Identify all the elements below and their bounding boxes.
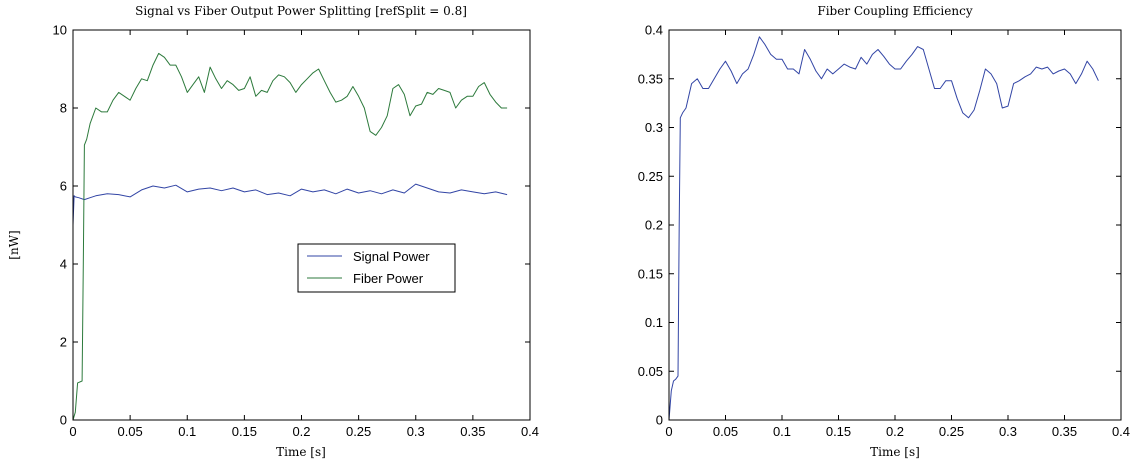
legend-box [297, 243, 456, 293]
x-tick-label: 0.1 [773, 424, 791, 439]
legend: Signal Power Fiber Power [297, 243, 456, 293]
x-tick-label: 0.05 [713, 424, 738, 439]
x-tick-label: 0.15 [826, 424, 851, 439]
series-line-1 [72, 52, 508, 421]
y-tick-label: 0.3 [645, 120, 663, 135]
y-tick-label: 2 [60, 335, 67, 350]
y-tick-label: 0.1 [645, 315, 663, 330]
y-tick-label: 0.05 [638, 364, 663, 379]
x-tick-label: 0.35 [460, 424, 485, 439]
x-tick-label: 0.3 [999, 424, 1017, 439]
plot-area: 0 0.05 0.1 0.15 0.2 0.25 0.3 0.35 0.4 0 0.05 0.1 0.1… [638, 23, 1130, 440]
legend-label-fiber: Fiber Power [353, 271, 424, 286]
y-tick-label: 0.35 [638, 71, 663, 86]
x-tick-label: 0.35 [1052, 424, 1077, 439]
x-tick-label: 0.15 [232, 424, 257, 439]
chart-title: Fiber Coupling Efficiency [817, 4, 972, 18]
legend-label-signal: Signal Power [353, 249, 430, 264]
x-tick-label: 0.25 [939, 424, 964, 439]
x-tick-label: 0.4 [1112, 424, 1130, 439]
x-tick-label: 0.25 [346, 424, 371, 439]
y-tick-label: 0 [656, 413, 663, 428]
y-tick-label: 10 [53, 23, 67, 38]
y-tick-label: 0.25 [638, 169, 663, 184]
x-axis-label: Time [s] [870, 445, 920, 459]
x-tick-label: 0.3 [407, 424, 425, 439]
series-line-0 [72, 183, 508, 226]
x-tick-label: 0 [665, 424, 672, 439]
coupling-efficiency-chart: Fiber Coupling Efficiency Time [s] 0 0.05… [638, 4, 1130, 459]
power-splitting-chart: Signal vs Fiber Output Power Splitting [… [7, 4, 539, 459]
y-tick-label: 8 [60, 101, 67, 116]
x-tick-label: 0.2 [886, 424, 904, 439]
y-tick-label: 0 [60, 413, 67, 428]
x-tick-label: 0.2 [292, 424, 310, 439]
y-axis-label: [nW] [7, 230, 21, 259]
y-tick-label: 0.15 [638, 266, 663, 281]
series-line-0 [668, 36, 1099, 421]
plot-area: 0 0.05 0.1 0.15 0.2 0.25 0.3 0.35 0.4 0 2 4 6 8 10 [53, 23, 540, 440]
chart-title: Signal vs Fiber Output Power Splitting [… [135, 4, 467, 18]
y-tick-label: 4 [60, 257, 67, 272]
x-tick-label: 0.1 [178, 424, 196, 439]
y-tick-label: 6 [60, 179, 67, 194]
x-axis-label: Time [s] [276, 445, 326, 459]
y-tick-label: 0.4 [645, 23, 663, 38]
y-tick-label: 0.2 [645, 218, 663, 233]
x-tick-label: 0.4 [521, 424, 539, 439]
x-tick-label: 0.05 [117, 424, 142, 439]
x-tick-label: 0 [69, 424, 76, 439]
